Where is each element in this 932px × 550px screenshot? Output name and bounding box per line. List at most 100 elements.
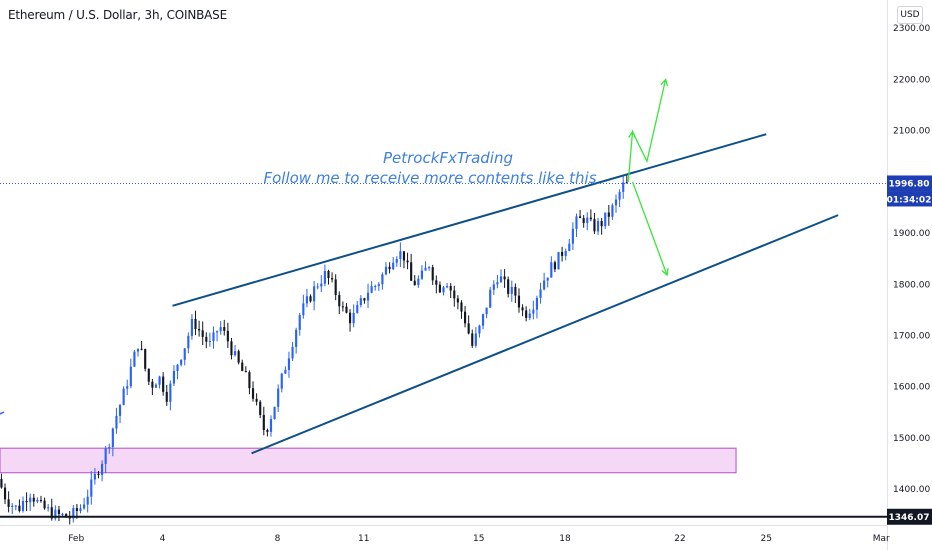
candle-body [230, 341, 233, 356]
candle-body [212, 332, 215, 342]
candle-body [381, 274, 384, 285]
candle-body [499, 276, 503, 283]
candle-body [456, 298, 459, 303]
candle-body [29, 497, 32, 503]
candle-body [496, 282, 499, 285]
candle-body [251, 388, 255, 399]
candle-body [223, 327, 226, 331]
candle-body [586, 217, 589, 224]
candle-body [266, 430, 269, 432]
candle-body [277, 388, 280, 407]
candle-body [205, 336, 208, 342]
candle-body [90, 479, 93, 497]
candle-body [233, 351, 237, 356]
candle-body [65, 514, 68, 518]
candle-body [370, 286, 373, 293]
candle-body [435, 280, 438, 285]
candle-body [219, 327, 222, 332]
candle-body [50, 507, 53, 519]
candle-body [75, 508, 78, 511]
candle-body [244, 370, 247, 373]
candle-body [618, 191, 621, 200]
currency-button[interactable]: USD [897, 6, 923, 24]
channel-lower-line [251, 214, 839, 455]
candle-body [395, 259, 398, 263]
candle-body [190, 318, 193, 336]
candle-body [604, 212, 607, 227]
candle-body [72, 508, 75, 519]
support-price-label: 1346.07 [889, 513, 930, 523]
candle-body [122, 388, 125, 406]
time-tick-label: 25 [761, 534, 772, 544]
candle-body [341, 306, 344, 308]
candle-body [237, 351, 240, 363]
candle-body [363, 298, 366, 301]
price-tick-label: 1400.00 [893, 485, 930, 495]
candle-body [442, 287, 445, 293]
time-tick-label: Mar [873, 534, 890, 544]
candle-body [108, 447, 111, 449]
candle-body [575, 216, 578, 229]
candle-body [313, 286, 316, 302]
candle-body [345, 306, 348, 313]
candle-body [514, 286, 517, 296]
candle-body [198, 329, 201, 331]
price-tick-label: 2300.00 [893, 24, 930, 34]
candle-body [39, 499, 43, 501]
time-tick-label: Feb [68, 534, 84, 544]
candle-body [287, 358, 291, 370]
candle-body [165, 391, 168, 402]
time-tick-label: 11 [358, 534, 369, 544]
annotation-message: Follow me to receive more contents like … [263, 169, 596, 187]
candle-body [564, 250, 567, 256]
candle-body [366, 292, 370, 301]
candle-body [3, 487, 7, 500]
candle-body [320, 283, 323, 287]
candle-body [47, 507, 50, 509]
candle-body [269, 419, 273, 432]
candle-body [582, 218, 585, 224]
current-price-label: 1996.80 [889, 179, 930, 189]
support-price-box [887, 508, 932, 525]
candle-body [262, 414, 265, 431]
candle-body [399, 251, 402, 260]
candle-body [133, 351, 136, 367]
candle-body [11, 505, 14, 507]
candle-body [7, 499, 10, 507]
candle-body [93, 473, 96, 480]
price-labels: 1996.80 01:34:02 1346.07 [887, 175, 932, 525]
candle-body [104, 448, 107, 464]
candle-body [316, 286, 319, 288]
candle-body [331, 278, 334, 280]
candle-body [215, 331, 219, 333]
time-tick-label: 4 [160, 534, 166, 544]
candle-body [97, 473, 100, 475]
price-tick-label: 1600.00 [893, 383, 930, 393]
candle-body [510, 286, 513, 294]
candle-body [273, 406, 276, 420]
candle-body [420, 270, 424, 279]
time-tick-label: 8 [275, 534, 281, 544]
candle-body [334, 279, 337, 295]
candle-body [546, 277, 549, 281]
candle-body [535, 297, 539, 310]
candle-body [532, 309, 535, 314]
candle-body [36, 499, 39, 502]
candle-body [557, 252, 560, 270]
trend-lines [0, 133, 887, 518]
candle-body [463, 311, 467, 324]
candle-body [428, 267, 431, 269]
price-tick-label: 1700.00 [893, 331, 930, 341]
candle-body [180, 359, 183, 365]
candle-body [374, 286, 377, 288]
candle-body [111, 428, 114, 448]
candle-body [431, 267, 434, 281]
arrow-down-head [661, 268, 669, 277]
price-tick-label: 2200.00 [893, 75, 930, 85]
candle-body [183, 348, 186, 360]
candle-body [568, 243, 571, 251]
arrow-up-first-head [628, 130, 636, 139]
candle-body [507, 279, 510, 294]
candle-body [446, 286, 449, 288]
